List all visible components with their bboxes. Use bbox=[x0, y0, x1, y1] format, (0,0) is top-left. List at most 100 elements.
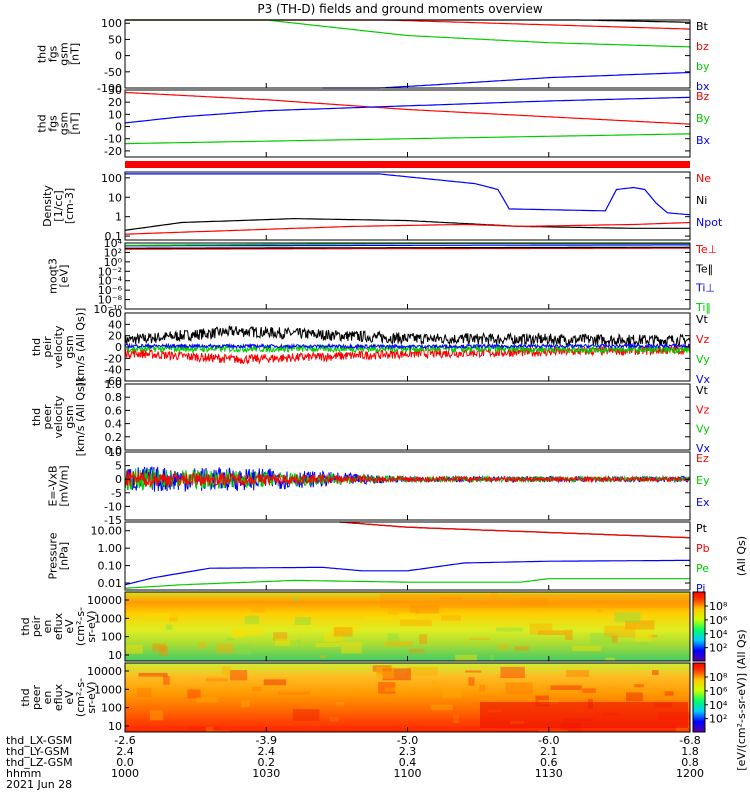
heatmap-cell bbox=[468, 677, 475, 686]
y-axis-label: peir bbox=[41, 336, 54, 358]
y-tick-label: -40 bbox=[104, 364, 122, 377]
x-tick-label: -2.6 bbox=[114, 734, 135, 747]
heatmap-cell bbox=[453, 714, 460, 723]
heatmap-cell bbox=[216, 643, 234, 654]
series-Ni bbox=[124, 217, 690, 231]
date-label: 2021 Jun 28 bbox=[6, 778, 72, 791]
heatmap-cell bbox=[376, 671, 400, 675]
heatmap-cell bbox=[688, 685, 690, 694]
heatmap-cell bbox=[251, 605, 266, 613]
x-tick-label: 2.3 bbox=[399, 745, 417, 758]
heatmap-cell bbox=[323, 631, 344, 642]
x-tick-label: -3.9 bbox=[256, 734, 277, 747]
heatmap-cell bbox=[634, 684, 644, 688]
heatmap-cell bbox=[335, 702, 345, 706]
heatmap-cell bbox=[590, 632, 617, 645]
heatmap-cell bbox=[222, 666, 231, 675]
heatmap-cell bbox=[565, 629, 573, 640]
y-axis-label: [km/s (All Qs)] bbox=[74, 308, 87, 387]
y-axis-label: [cm-3] bbox=[63, 188, 76, 224]
heatmap-cell bbox=[387, 633, 399, 641]
heatmap-cell bbox=[406, 666, 438, 676]
y-axis-label: moqt3 bbox=[47, 258, 60, 294]
series-Vy bbox=[124, 343, 691, 355]
legend-Ex: Ex bbox=[696, 496, 710, 509]
legend-Ne: Ne bbox=[696, 172, 711, 185]
x-tick-label: -6.8 bbox=[679, 734, 700, 747]
heatmap-cell bbox=[294, 617, 311, 626]
x-row-label: hhmm bbox=[6, 767, 41, 780]
y-axis-label: thd bbox=[19, 688, 32, 706]
heatmap-cell bbox=[138, 672, 168, 677]
heatmap-cell bbox=[263, 679, 287, 686]
y-tick-label: 10⁻⁴ bbox=[98, 275, 123, 288]
heatmap-cell bbox=[333, 627, 353, 637]
heatmap-cell bbox=[230, 670, 248, 681]
heatmap-cell bbox=[231, 629, 245, 639]
heatmap-cell bbox=[207, 730, 231, 732]
y-tick-label: 0 bbox=[115, 50, 122, 63]
series-Vt bbox=[124, 325, 691, 348]
y-tick-label: 0.6 bbox=[105, 404, 123, 417]
heatmap-cell bbox=[332, 624, 359, 633]
panel-frame bbox=[124, 383, 691, 451]
heatmap-band bbox=[480, 702, 688, 728]
legend-Vx: Vx bbox=[696, 373, 711, 386]
heatmap-cell bbox=[430, 704, 453, 710]
colorbar-tick-label: 10² bbox=[709, 642, 727, 655]
y-axis-label: gsm bbox=[58, 42, 71, 65]
y-tick-label: 0.0 bbox=[105, 444, 123, 457]
y-axis-label: velocity bbox=[52, 325, 65, 368]
panel-9: 10000 1000 100 10 thdpeirenefluxeV(cm²-s-sr-… bbox=[19, 591, 691, 662]
y-axis-label: en bbox=[41, 620, 54, 634]
colorbar-tick-label: 10⁶ bbox=[709, 685, 728, 698]
heatmap-cell bbox=[535, 695, 550, 707]
y-axis-label: (cm²-s- bbox=[74, 607, 87, 646]
y-tick-label: 30 bbox=[108, 84, 122, 97]
heatmap-cell bbox=[419, 634, 428, 644]
y-tick-label: 100 bbox=[101, 702, 122, 715]
y-tick-label: 0.4 bbox=[105, 418, 123, 431]
heatmap-cell bbox=[244, 615, 259, 625]
y-tick-label: -50 bbox=[104, 66, 122, 79]
legend-Vt: Vt bbox=[696, 384, 709, 397]
heatmap-cell bbox=[495, 627, 523, 632]
panels: 100500-50-100thdfgsgsm[nT]Btbzbybx302010… bbox=[19, 17, 748, 733]
y-tick-label: 10⁻⁶ bbox=[98, 284, 123, 297]
x-row-label: thd_LX-GSM bbox=[6, 734, 72, 747]
series-by bbox=[125, 19, 691, 48]
heatmap-cell bbox=[138, 728, 161, 732]
y-axis-label: [1/cc] bbox=[52, 190, 65, 221]
y-axis-label: eV bbox=[63, 690, 76, 705]
panel-3: 100 10 1 0.1 Density[1/cc][cm-3] Ne Ni Npot bbox=[41, 171, 723, 243]
heatmap-cell bbox=[611, 635, 618, 643]
red-status-bar bbox=[125, 161, 690, 168]
heatmap-cell bbox=[163, 675, 170, 685]
legend-Vt: Vt bbox=[696, 313, 709, 326]
y-axis-label: [nT] bbox=[69, 43, 82, 65]
legend-By: By bbox=[696, 112, 711, 125]
heatmap-cell bbox=[292, 709, 320, 722]
colorbar-tick-label: 10⁸ bbox=[709, 671, 728, 684]
heatmap-cell bbox=[688, 714, 690, 720]
heatmap-cell bbox=[136, 688, 152, 697]
heatmap-cell bbox=[634, 629, 652, 642]
colorbar-tick-label: 10⁴ bbox=[709, 628, 728, 641]
legend-Npot: Npot bbox=[696, 216, 723, 229]
legend-Bz: Bz bbox=[696, 90, 710, 103]
panel-frame bbox=[124, 451, 691, 521]
series-bx bbox=[322, 71, 691, 89]
heatmap-cell bbox=[376, 666, 394, 679]
x-tick-label: 1000 bbox=[111, 767, 139, 780]
heatmap-cell bbox=[364, 616, 392, 620]
heatmap-cell bbox=[652, 670, 659, 676]
x-tick-label: 2.1 bbox=[540, 745, 558, 758]
y-axis-label: eV bbox=[63, 619, 76, 634]
y-tick-label: 0.10 bbox=[98, 560, 123, 573]
legend-Pe: Pe bbox=[696, 562, 709, 575]
y-axis-label: peer bbox=[30, 685, 43, 711]
y-tick-label: -10 bbox=[104, 500, 122, 513]
heatmap-cell bbox=[626, 692, 643, 702]
